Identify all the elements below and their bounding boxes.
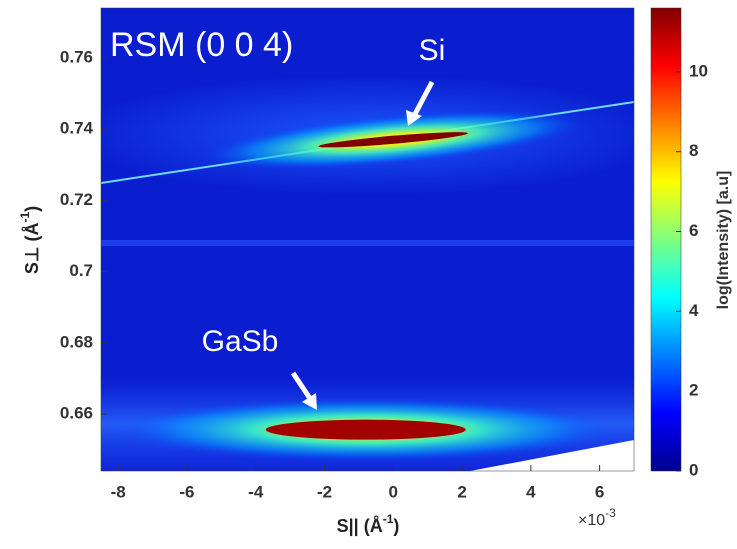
y-label-exponent: -1 xyxy=(18,211,32,222)
x-tick-label: -6 xyxy=(179,482,194,501)
x-tick-label: 2 xyxy=(457,482,466,501)
x-tick-label: -8 xyxy=(111,482,126,501)
colorbar-tick-label: 2 xyxy=(689,381,698,400)
arrow xyxy=(290,371,314,402)
annotation: RSM (0 0 4) xyxy=(110,26,293,64)
peak xyxy=(265,419,466,440)
multiplier-text: ×10 xyxy=(578,512,605,529)
y-label-end: ) xyxy=(22,206,42,212)
arrow-head xyxy=(406,110,422,126)
x-multiplier: ×10-3 xyxy=(578,506,616,529)
colorbar-tick-label: 6 xyxy=(689,221,698,240)
x-tick-label: -4 xyxy=(248,482,264,501)
y-tick-label: 0.7 xyxy=(69,261,93,280)
x-tick-label: 6 xyxy=(595,482,604,501)
x-tick-label: 4 xyxy=(526,482,536,501)
colorbar-label: log(Intensity) [a.u] xyxy=(715,171,732,310)
arrow xyxy=(411,80,435,118)
peaks xyxy=(115,110,616,462)
peak-label: GaSb xyxy=(202,325,279,358)
colorbar-tick-label: 8 xyxy=(689,141,698,160)
colorbar-tick-label: 0 xyxy=(689,460,698,479)
x-label-exponent: -1 xyxy=(383,512,394,526)
x-label-end: ) xyxy=(393,516,399,536)
y-tick-label: 0.72 xyxy=(60,190,93,209)
arrow-head xyxy=(302,393,317,410)
faint-band xyxy=(101,240,634,246)
x-tick-label: -2 xyxy=(317,482,332,501)
peak-label: Si xyxy=(419,34,446,67)
plot-frame xyxy=(100,7,635,472)
x-axis-label: S|| (Å-1) xyxy=(337,512,400,536)
multiplier-exponent: -3 xyxy=(605,506,616,520)
plot-area xyxy=(101,8,634,471)
colorbar-tick-label: 10 xyxy=(689,61,708,80)
y-axis-label: S⊥ (Å-1) xyxy=(18,206,42,274)
y-label-text: S⊥ (Å xyxy=(22,222,42,274)
y-tick-label: 0.68 xyxy=(60,332,93,351)
colorbar-tick-label: 4 xyxy=(689,301,699,320)
y-tick-label: 0.74 xyxy=(60,119,94,138)
peak xyxy=(318,132,469,148)
y-tick-label: 0.66 xyxy=(60,403,93,422)
x-label-text: S|| (Å xyxy=(337,516,383,536)
colorbar xyxy=(650,7,682,472)
y-tick-label: 0.76 xyxy=(60,47,93,66)
x-tick-label: 0 xyxy=(389,482,398,501)
unmeasured-region xyxy=(470,440,634,471)
